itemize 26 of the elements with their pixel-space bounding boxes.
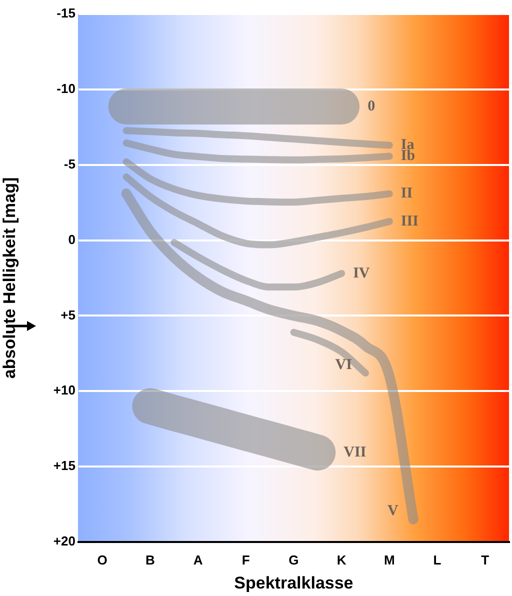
y-tick-label: -15: [56, 6, 76, 21]
y-tick-label: +15: [53, 458, 76, 474]
x-tick-label: T: [481, 552, 490, 568]
x-tick-label: G: [288, 552, 299, 568]
x-tick-label: A: [193, 552, 204, 568]
x-tick-label: O: [97, 552, 108, 568]
y-tick-label: +20: [53, 534, 76, 549]
series-label: 0: [368, 98, 376, 114]
series-label: II: [400, 186, 413, 202]
x-tick-label: F: [242, 552, 250, 568]
y-tick-label: +5: [60, 307, 76, 322]
x-axis-title: Spektralklasse: [234, 573, 354, 592]
x-tick-label: B: [146, 552, 155, 568]
series-label: IV: [353, 265, 370, 282]
x-tick-label: L: [433, 552, 442, 568]
x-tick-label: M: [384, 552, 395, 568]
series-label: III: [400, 213, 419, 230]
series-label: VII: [344, 444, 366, 460]
series-label: V: [387, 503, 398, 520]
y-axis-title: absolute Helligkeit [mag]: [0, 177, 19, 379]
y-tick-label: -5: [64, 156, 76, 172]
series-label: VI: [335, 356, 352, 373]
y-tick-label: +10: [53, 382, 76, 398]
y-tick-label: 0: [68, 232, 76, 247]
x-tick-label: K: [336, 552, 347, 568]
y-tick-label: -10: [56, 81, 76, 96]
